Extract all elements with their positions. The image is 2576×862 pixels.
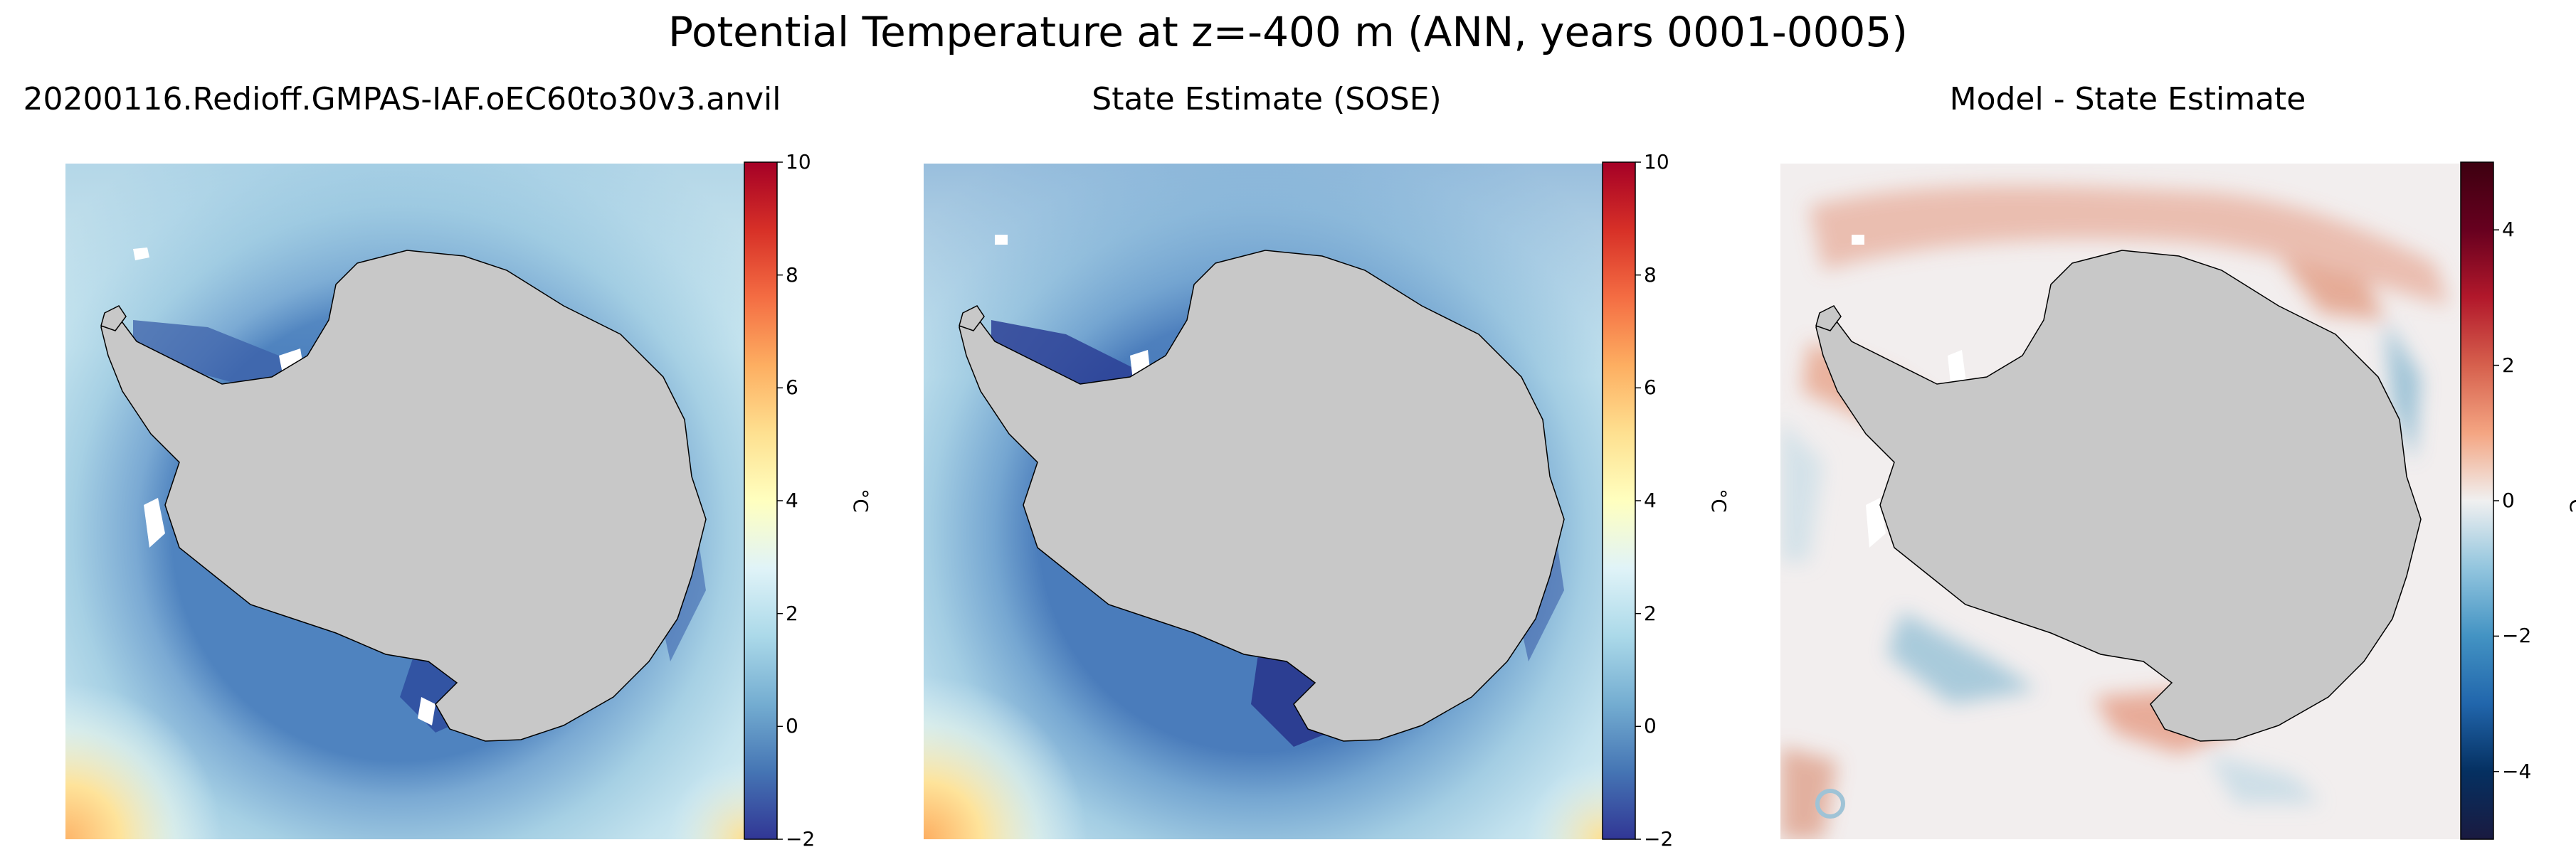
- colorbar-tick-label: 4: [2502, 218, 2515, 242]
- colorbar-tick-label: 6: [786, 376, 798, 400]
- colorbar-tick-label: −2: [1644, 827, 1674, 851]
- cold-anomaly: [2385, 320, 2421, 462]
- colorbar-tick-label: 2: [2502, 353, 2515, 377]
- figure-title: Potential Temperature at z=-400 m (ANN, …: [668, 8, 1908, 56]
- no-data-region: [1852, 235, 1864, 245]
- colorbar-tick-label: −4: [2502, 759, 2532, 783]
- colorbar-tick-label: 6: [1644, 376, 1657, 400]
- antarctica-landmass: [1815, 250, 2422, 742]
- no-data-region: [1948, 350, 1967, 390]
- colorbar-tick-label: −2: [2502, 624, 2532, 648]
- map-model: [65, 164, 745, 839]
- cold-anomaly: [1780, 420, 1823, 562]
- ice-island: [1815, 305, 1842, 331]
- colorbar-gradient: [1602, 161, 1636, 840]
- colorbar-tick-label: 0: [2502, 489, 2515, 512]
- colorbar-unit-label: °C: [1706, 489, 1731, 513]
- ice-island: [100, 305, 127, 331]
- colorbar-tick-label: 10: [1644, 150, 1669, 174]
- colorbar-tick-label: 8: [1644, 262, 1657, 287]
- colorbar-model: [744, 161, 783, 840]
- colorbar-tick-label: 0: [1644, 714, 1657, 738]
- colorbar-unit-label: °C: [2565, 489, 2576, 513]
- antarctica-landmass: [959, 250, 1565, 742]
- ice-island: [959, 305, 985, 331]
- no-data-region: [133, 248, 149, 260]
- panel-title-difference: Model - State Estimate: [1949, 81, 2306, 117]
- map-difference: [1780, 164, 2460, 839]
- panel-title-model: 20200116.Redioff.GMPAS-IAF.oEC60to30v3.a…: [23, 81, 781, 117]
- colorbar-difference: [2460, 161, 2499, 840]
- antarctica-landmass: [100, 250, 707, 742]
- colorbar-tick-label: 10: [786, 150, 811, 174]
- colorbar-gradient: [2460, 161, 2494, 840]
- no-data-region: [1866, 498, 1886, 548]
- no-data-region: [144, 498, 165, 548]
- colorbar-tick-label: 2: [1644, 601, 1657, 625]
- cold-anomaly: [2207, 754, 2321, 804]
- colorbar-tick-label: 4: [1644, 489, 1657, 512]
- colorbar-gradient: [744, 161, 778, 840]
- eddy-ring: [1815, 789, 1845, 819]
- colorbar-tick-label: −2: [786, 827, 815, 851]
- colorbar-tick-label: 2: [786, 601, 798, 625]
- warm-anomaly: [1809, 186, 2449, 306]
- panel-title-sose: State Estimate (SOSE): [1092, 81, 1442, 117]
- no-data-region: [995, 235, 1008, 245]
- colorbar-sose: [1602, 161, 1641, 840]
- cold-anomaly: [1887, 612, 2037, 704]
- colorbar-tick-label: 0: [786, 714, 798, 738]
- colorbar-unit-label: °C: [848, 489, 872, 513]
- map-sose: [924, 164, 1603, 839]
- cold-shelf-water: [133, 320, 307, 391]
- colorbar-tick-label: 8: [786, 262, 798, 287]
- warm-anomaly: [2279, 256, 2385, 320]
- colorbar-tick-label: 4: [786, 489, 798, 512]
- no-data-region: [418, 697, 436, 725]
